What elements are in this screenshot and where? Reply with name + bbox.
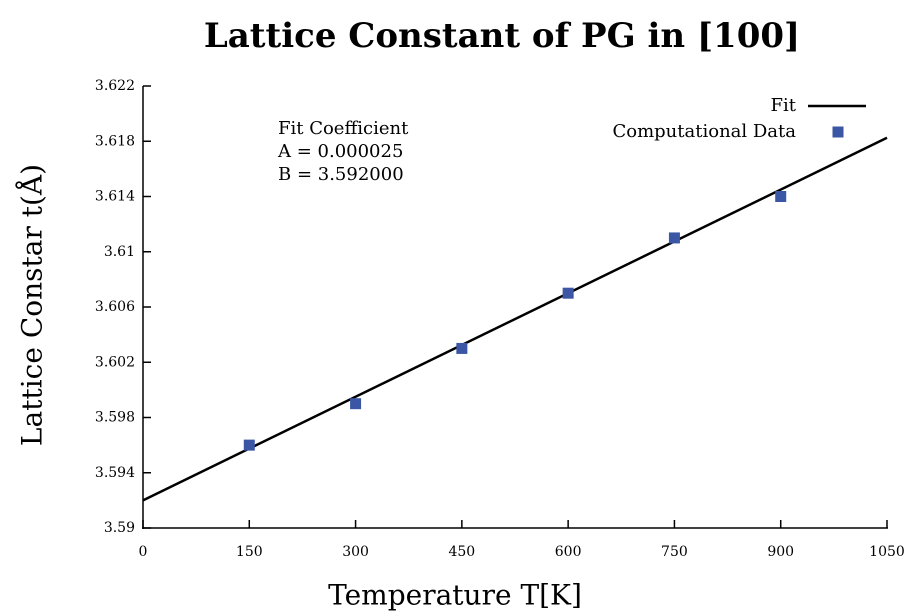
- annotation: Fit Coefficient: [278, 118, 409, 139]
- data-point: [243, 439, 255, 451]
- fit-line: [142, 136, 888, 502]
- legend-label: Computational Data: [612, 121, 796, 142]
- data-point: [456, 342, 468, 354]
- y-tick-label: 3.614: [95, 189, 135, 205]
- x-tick-label: 450: [448, 544, 475, 560]
- x-axis-label: Temperature T[K]: [328, 579, 582, 612]
- y-tick-label: 3.602: [95, 354, 135, 370]
- x-tick-label: 1050: [869, 544, 905, 560]
- annotation: A = 0.000025: [277, 141, 403, 162]
- y-tick-label: 3.598: [95, 410, 135, 426]
- x-tick-label: 750: [661, 544, 688, 560]
- data-point: [668, 232, 680, 244]
- x-tick-label: 600: [555, 544, 582, 560]
- x-tick-label: 150: [236, 544, 263, 560]
- y-tick-label: 3.618: [95, 133, 135, 149]
- chart-title: Lattice Constant of PG in [100]: [204, 16, 800, 56]
- data-point: [350, 398, 362, 410]
- y-tick-label: 3.59: [104, 520, 135, 536]
- x-tick-label: 900: [767, 544, 794, 560]
- y-axis-label: Lattice Constar t(Å): [16, 164, 49, 446]
- annotation: B = 3.592000: [278, 164, 404, 185]
- y-tick-label: 3.622: [95, 78, 135, 94]
- legend-marker: [832, 126, 844, 138]
- y-tick-label: 3.606: [95, 299, 135, 315]
- x-tick-label: 0: [139, 544, 148, 560]
- x-tick-label: 300: [342, 544, 369, 560]
- y-tick-label: 3.61: [104, 244, 135, 260]
- data-point: [775, 191, 787, 202]
- data-point: [562, 287, 574, 299]
- legend-label: Fit: [771, 95, 797, 116]
- y-tick-label: 3.594: [95, 465, 135, 481]
